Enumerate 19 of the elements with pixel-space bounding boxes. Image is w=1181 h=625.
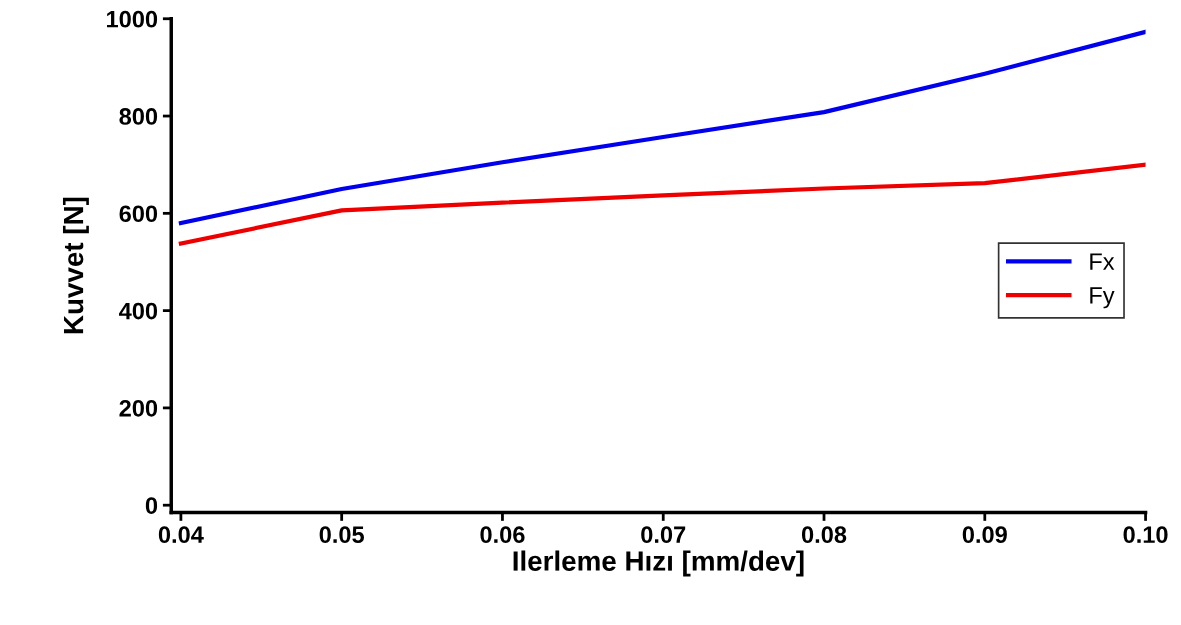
y-axis-title: Kuvvet [N] (62, 197, 89, 334)
legend-label: Fx (1090, 253, 1115, 270)
x-tick-label: 0.04 (158, 526, 204, 544)
y-tick-label: 600 (119, 205, 158, 223)
line-series (178, 29, 1146, 226)
y-tick-label: 200 (119, 399, 158, 417)
y-tick-label: 1000 (107, 10, 158, 28)
y-tick-label: 400 (119, 302, 158, 320)
line-series (178, 162, 1146, 246)
x-tick-label: 0.09 (962, 526, 1007, 544)
x-tick-label: 0.10 (1123, 526, 1168, 544)
x-tick-label: 0.08 (801, 526, 847, 544)
legend-label: Fy (1090, 287, 1115, 309)
x-tick-label: 0.07 (641, 526, 686, 544)
x-tick-label: 0.06 (480, 526, 525, 544)
y-tick-label: 800 (119, 108, 158, 125)
x-axis-title: Ilerleme Hızı [mm/dev] (513, 550, 804, 577)
y-tick-label: 0 (145, 497, 158, 514)
x-tick-label: 0.05 (319, 526, 364, 544)
